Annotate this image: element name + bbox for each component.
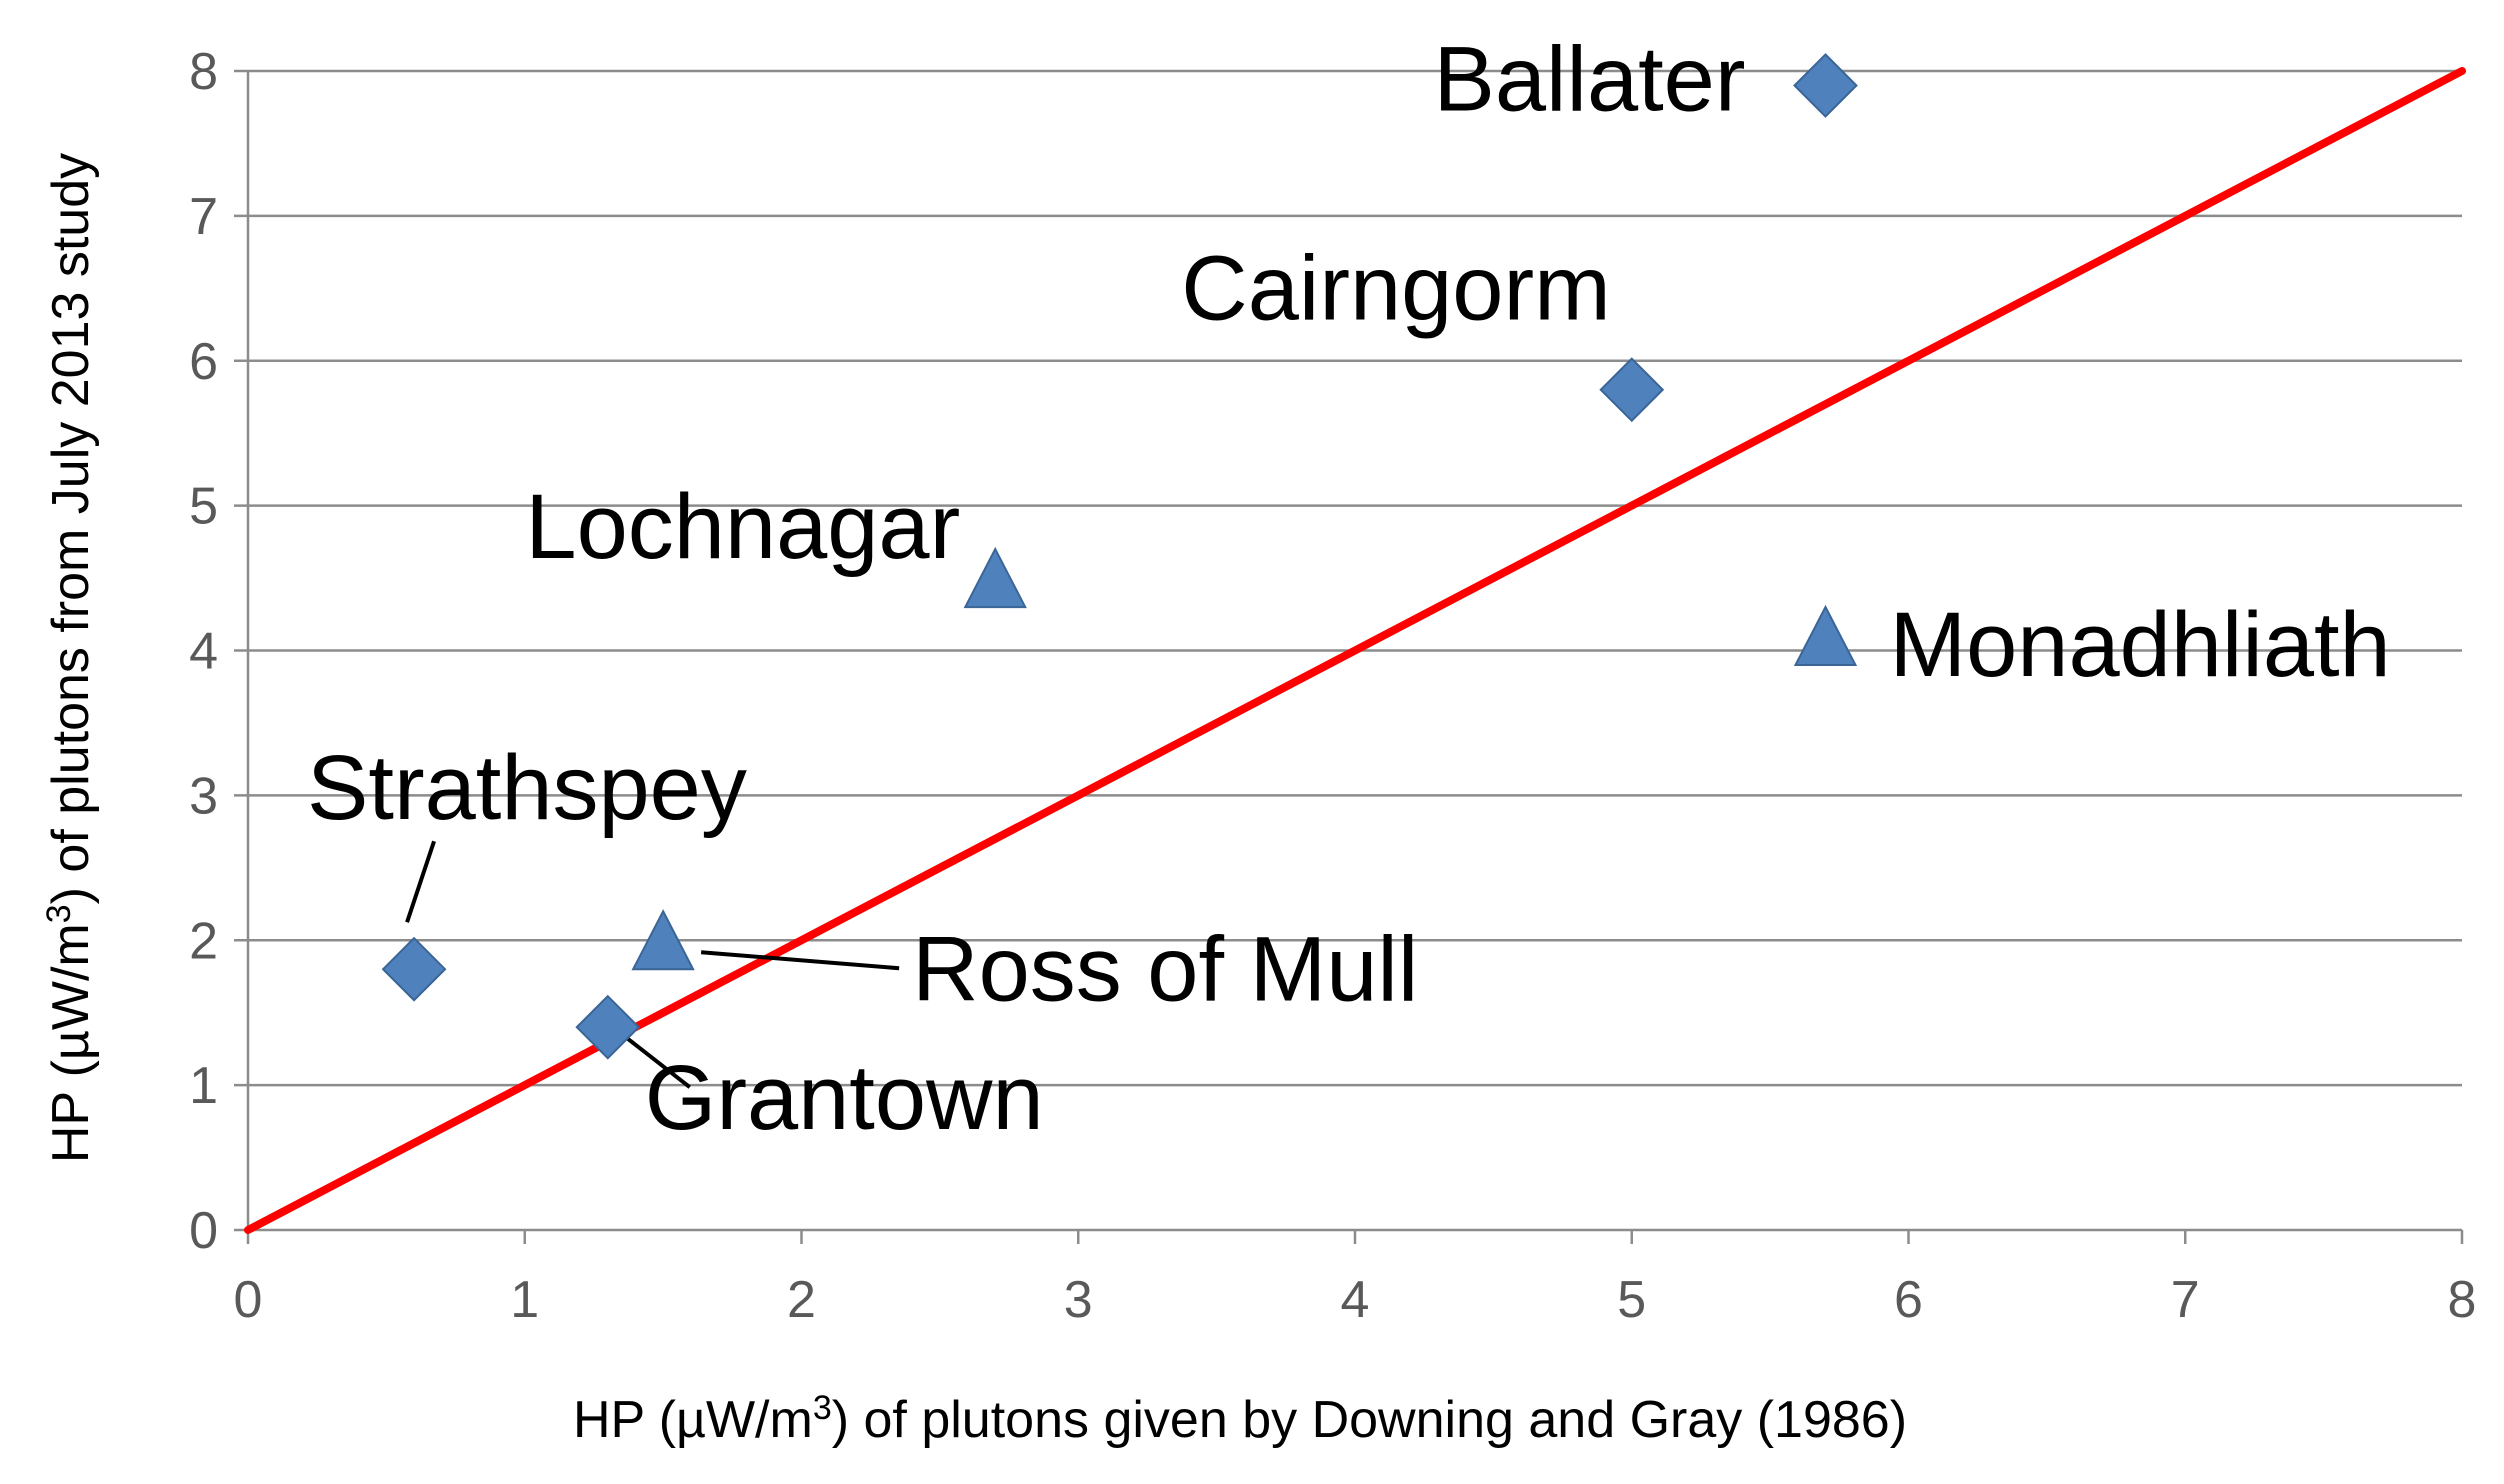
y-tick-label: 6 bbox=[189, 333, 218, 391]
point-ross-of-mull bbox=[631, 909, 695, 971]
label-strathspey: Strathspey bbox=[307, 737, 747, 839]
data-points bbox=[381, 53, 1858, 1060]
x-tick-label: 4 bbox=[1341, 1271, 1370, 1329]
y-axis-title: HP (µW/m3) of plutons from July 2013 stu… bbox=[40, 153, 100, 1163]
y-tick-label: 8 bbox=[189, 43, 218, 101]
x-tick-label: 0 bbox=[234, 1271, 263, 1329]
point-labels: Ballater Cairngorm Strathspey Grantown Lochn… bbox=[307, 28, 2391, 1149]
y-tick-label: 2 bbox=[189, 912, 218, 970]
label-monadhliath: Monadhliath bbox=[1889, 594, 2390, 696]
point-grantown bbox=[575, 994, 641, 1060]
y-tick-label: 4 bbox=[189, 623, 218, 681]
x-tick-label: 6 bbox=[1894, 1271, 1923, 1329]
x-tick-label: 5 bbox=[1617, 1271, 1646, 1329]
point-ballater bbox=[1793, 53, 1858, 118]
x-axis-title: HP (µW/m3) of plutons given by Downing a… bbox=[573, 1389, 1907, 1449]
y-tick-label: 1 bbox=[189, 1057, 218, 1115]
label-lochnagar: Lochnagar bbox=[525, 476, 960, 578]
label-grantown: Grantown bbox=[645, 1047, 1044, 1149]
point-strathspey bbox=[381, 936, 447, 1002]
x-tick-label: 3 bbox=[1064, 1271, 1093, 1329]
x-tick-label: 1 bbox=[510, 1271, 539, 1329]
label-ballater: Ballater bbox=[1434, 28, 1746, 130]
label-cairngorm: Cairngorm bbox=[1181, 238, 1610, 340]
y-tick-label: 0 bbox=[189, 1202, 218, 1260]
point-monadhliath bbox=[1793, 604, 1858, 667]
x-tick-label: 2 bbox=[787, 1271, 816, 1329]
leader-grantown bbox=[624, 1035, 692, 1089]
y-tick-label: 7 bbox=[189, 188, 218, 246]
axes: 0 1 2 3 4 5 6 7 8 0 1 2 3 4 5 6 7 8 bbox=[189, 43, 2476, 1329]
gridlines bbox=[248, 69, 2462, 1087]
point-cairngorm bbox=[1599, 357, 1665, 423]
point-lochnagar bbox=[963, 546, 1027, 609]
leader-ross-of-mull bbox=[700, 950, 900, 971]
label-leaders bbox=[405, 840, 900, 1089]
leader-strathspey bbox=[405, 840, 436, 923]
y-tick-label: 5 bbox=[189, 478, 218, 536]
y-tick-label: 3 bbox=[189, 767, 218, 825]
label-ross-of-mull: Ross of Mull bbox=[912, 918, 1418, 1020]
x-tick-label: 8 bbox=[2448, 1271, 2477, 1329]
x-tick-label: 7 bbox=[2171, 1271, 2200, 1329]
